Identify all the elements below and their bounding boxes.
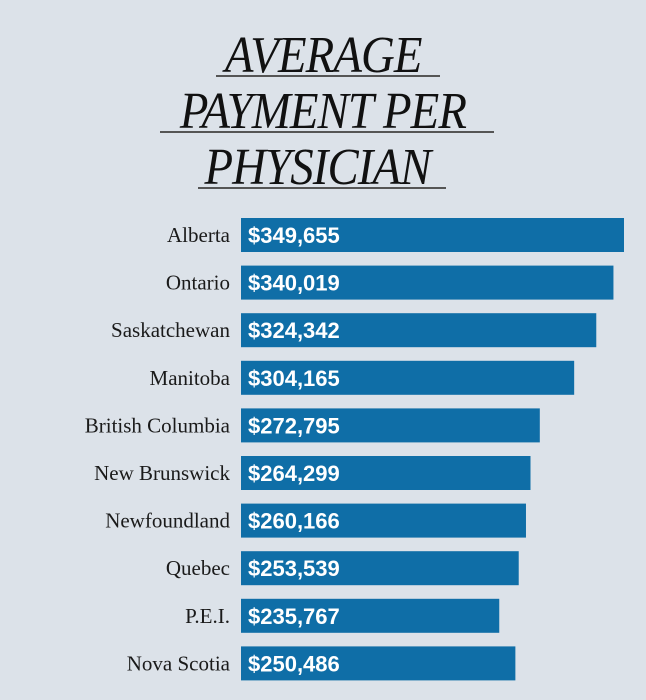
bar-newfoundland (241, 503, 526, 538)
value-label: $349,655 (248, 223, 340, 248)
category-label: Alberta (167, 223, 231, 247)
value-label: $260,166 (248, 509, 340, 534)
bar-p-e-i- (241, 598, 500, 633)
bar-quebec (241, 551, 519, 586)
title-line-3: PHYSICIAN (204, 139, 431, 196)
title-line-1: AVERAGE (224, 27, 423, 84)
title-underline-3 (198, 187, 446, 189)
bar-new-brunswick (241, 456, 531, 490)
bar-alberta (241, 218, 624, 252)
value-label: $304,165 (248, 366, 340, 391)
title-underline-2 (160, 131, 494, 133)
category-label: Saskatchewan (111, 318, 230, 342)
title-underline-1 (216, 75, 440, 77)
category-label: Manitoba (150, 366, 231, 390)
category-label: British Columbia (85, 413, 231, 437)
value-label: $250,486 (248, 651, 340, 676)
title-line-2: PAYMENT PER (179, 83, 467, 140)
category-label: New Brunswick (94, 461, 230, 485)
bar-manitoba (241, 360, 575, 395)
bar-british-columbia (241, 408, 540, 443)
category-label: Ontario (166, 271, 230, 295)
value-label: $324,342 (248, 318, 340, 343)
value-label: $272,795 (248, 413, 340, 438)
bar-ontario (241, 265, 614, 300)
value-label: $235,767 (248, 604, 340, 629)
category-label: Quebec (166, 556, 230, 580)
category-label: Newfoundland (105, 509, 230, 533)
value-label: $340,019 (248, 271, 340, 296)
value-label: $253,539 (248, 556, 340, 581)
bar-nova-scotia (241, 646, 516, 681)
value-label: $264,299 (248, 461, 340, 486)
category-label: Nova Scotia (127, 651, 231, 675)
bar-saskatchewan (241, 313, 597, 348)
category-label: P.E.I. (185, 604, 230, 628)
